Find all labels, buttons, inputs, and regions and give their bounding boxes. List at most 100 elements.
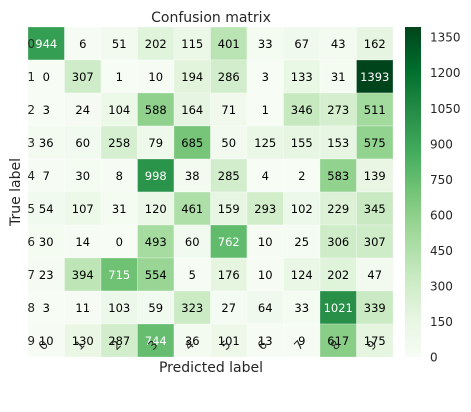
heatmap-cell — [283, 59, 321, 94]
cell-value-label: 155 — [291, 136, 313, 150]
cell-value-label: 120 — [145, 202, 167, 216]
heatmap-cell — [100, 323, 138, 358]
cell-value-label: 4 — [262, 169, 269, 183]
colorbar-tick-label: 0 — [430, 351, 438, 365]
heatmap-cell — [356, 257, 394, 292]
cell-value-label: 31 — [331, 70, 346, 84]
cell-value-label: 10 — [148, 70, 163, 84]
cell-value-label: 307 — [364, 235, 386, 249]
heatmap-cell — [210, 257, 248, 292]
colorbar-tick-label: 1200 — [430, 66, 461, 80]
heatmap-cell — [356, 158, 394, 193]
heatmap-cell — [173, 158, 211, 193]
heatmap-cell — [356, 224, 394, 259]
heatmap-cell — [319, 257, 357, 292]
heatmap-cell — [173, 290, 211, 325]
colorbar-tick-labels: 0 150 300 450 600 750 900 1050 1200 1350 — [430, 31, 461, 365]
cell-value-label: 175 — [364, 334, 386, 348]
heatmap-cell — [356, 26, 394, 61]
heatmap-cell — [100, 290, 138, 325]
cell-value-label: 159 — [218, 202, 240, 216]
cell-value-label: 79 — [148, 136, 163, 150]
heatmap-cell — [64, 323, 102, 358]
cell-value-label: 102 — [291, 202, 313, 216]
cell-value-label: 1 — [262, 103, 269, 117]
cell-value-label: 176 — [218, 268, 240, 282]
heatmap-cell — [64, 290, 102, 325]
heatmap-cell — [27, 191, 65, 226]
cell-value-label: 461 — [181, 202, 203, 216]
heatmap-cell — [100, 257, 138, 292]
cell-value-label: 202 — [145, 37, 167, 51]
heatmap-cell — [319, 191, 357, 226]
heatmap-cell — [356, 290, 394, 325]
cell-value-label: 33 — [258, 37, 273, 51]
y-tick-label: 2 — [27, 103, 35, 117]
cell-value-label: 13 — [258, 334, 273, 348]
cell-value-label: 153 — [327, 136, 349, 150]
heatmap-cell — [173, 191, 211, 226]
heatmap-cell — [137, 257, 175, 292]
cell-value-label: 685 — [181, 136, 203, 150]
heatmap-cell — [27, 125, 65, 160]
heatmap-cell — [246, 323, 284, 358]
heatmap-cell — [246, 92, 284, 127]
y-tick-label: 7 — [27, 268, 35, 282]
heatmap-cell — [246, 59, 284, 94]
cell-value-label: 164 — [181, 103, 203, 117]
cell-value-label: 194 — [181, 70, 203, 84]
heatmap-cell — [137, 290, 175, 325]
cell-value-label: 3 — [262, 70, 269, 84]
cell-value-label: 162 — [364, 37, 386, 51]
cell-value-label: 43 — [331, 37, 346, 51]
heatmap-cell — [137, 191, 175, 226]
heatmap-cell — [27, 92, 65, 127]
heatmap-cell — [246, 290, 284, 325]
cell-value-label: 583 — [327, 169, 349, 183]
cell-value-label: 762 — [218, 235, 240, 249]
cell-value-label: 25 — [294, 235, 309, 249]
cell-value-label: 3 — [43, 301, 50, 315]
cell-value-label: 139 — [364, 169, 386, 183]
y-tick-label: 3 — [27, 136, 35, 150]
heatmap-cell — [283, 323, 321, 358]
cell-value-label: 103 — [108, 301, 130, 315]
cell-value-label: 101 — [218, 334, 240, 348]
heatmap-cell — [319, 125, 357, 160]
heatmap-cell — [246, 125, 284, 160]
heatmap-cell — [246, 158, 284, 193]
heatmap-cell — [173, 257, 211, 292]
y-tick-label: 8 — [27, 301, 35, 315]
colorbar-tick-label: 1350 — [430, 31, 461, 45]
cell-value-label: 6 — [79, 37, 86, 51]
cell-value-label: 323 — [181, 301, 203, 315]
heatmap-cell — [319, 323, 357, 358]
cell-value-label: 51 — [112, 37, 127, 51]
heatmap-cell — [356, 323, 394, 358]
cell-value-label: 71 — [221, 103, 236, 117]
y-tick-label: 1 — [27, 70, 35, 84]
colorbar-tick-label: 300 — [430, 279, 453, 293]
cell-value-label: 258 — [108, 136, 130, 150]
cell-value-label: 107 — [72, 202, 94, 216]
cell-value-label: 229 — [327, 202, 349, 216]
cell-value-label: 554 — [145, 268, 167, 282]
heatmap-cell — [356, 92, 394, 127]
y-tick-label: 5 — [27, 202, 35, 216]
cell-value-label: 306 — [327, 235, 349, 249]
colorbar-tick-label: 600 — [430, 208, 453, 222]
heatmap-cell — [319, 290, 357, 325]
heatmap-cell — [246, 224, 284, 259]
cell-value-label: 38 — [185, 169, 200, 183]
y-tick-label: 9 — [27, 334, 35, 348]
heatmap-cell — [64, 26, 102, 61]
heatmap-cell — [210, 191, 248, 226]
cell-value-label: 0 — [43, 70, 50, 84]
colorbar — [405, 27, 421, 357]
cell-value-label: 14 — [75, 235, 90, 249]
heatmap-cell — [356, 59, 394, 94]
cell-value-label: 345 — [364, 202, 386, 216]
cell-value-label: 5 — [189, 268, 196, 282]
cell-value-label: 1021 — [324, 301, 353, 315]
